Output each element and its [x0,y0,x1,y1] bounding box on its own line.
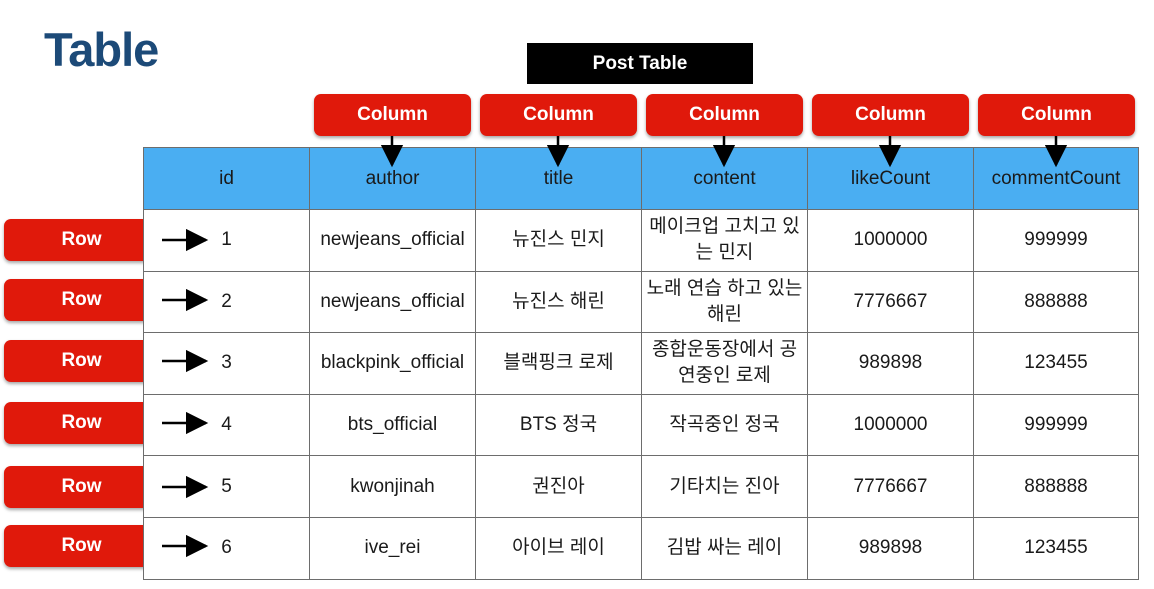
cell-title: 뉴진스 해린 [475,270,642,334]
row-tag: Row [4,525,159,567]
cell-title: BTS 정국 [475,393,642,457]
cell-author: newjeans_official [309,270,476,334]
cell-likecount: 1000000 [807,393,974,457]
header-cell-title: title [475,147,642,210]
cell-commentcount: 888888 [973,270,1139,334]
cell-author: newjeans_official [309,209,476,272]
cell-commentcount: 999999 [973,393,1139,457]
cell-commentcount: 123455 [973,332,1139,395]
cell-title: 아이브 레이 [475,516,642,580]
cell-id: 1 [143,209,310,272]
cell-likecount: 7776667 [807,455,974,518]
table-row: 2 newjeans_official 뉴진스 해린 노래 연습 하고 있는 해린 77… [143,270,1139,334]
row-tag: Row [4,466,159,508]
cell-author: ive_rei [309,516,476,580]
cell-likecount: 989898 [807,332,974,395]
cell-likecount: 7776667 [807,270,974,334]
table-row: 4 bts_official BTS 정국 작곡중인 정국 1000000 999999 [143,393,1139,457]
cell-content: 노래 연습 하고 있는 해린 [641,270,808,334]
column-tag: Column [314,94,471,136]
cell-content: 김밥 싸는 레이 [641,516,808,580]
cell-id: 6 [143,516,310,580]
cell-content: 종합운동장에서 공연중인 로제 [641,332,808,395]
post-table: id author title content likeCount commen… [143,147,1139,580]
cell-id: 3 [143,332,310,395]
row-tag: Row [4,340,159,382]
header-cell-likecount: likeCount [807,147,974,210]
column-tag: Column [978,94,1135,136]
header-cell-id: id [143,147,310,210]
cell-id: 4 [143,393,310,457]
cell-id: 2 [143,270,310,334]
table-row: 6 ive_rei 아이브 레이 김밥 싸는 레이 989898 123455 [143,516,1139,580]
cell-commentcount: 888888 [973,455,1139,518]
table-name-label: Post Table [527,43,753,84]
column-tag: Column [646,94,803,136]
cell-title: 권진아 [475,455,642,518]
cell-author: blackpink_official [309,332,476,395]
table-row: 5 kwonjinah 권진아 기타치는 진아 7776667 888888 [143,455,1139,518]
cell-id: 5 [143,455,310,518]
header-cell-commentcount: commentCount [973,147,1139,210]
cell-author: bts_official [309,393,476,457]
table-row: 1 newjeans_official 뉴진스 민지 메이크업 고치고 있는 민지 10… [143,209,1139,272]
row-tag: Row [4,219,159,261]
header-row: id author title content likeCount commen… [143,147,1139,210]
column-tag: Column [812,94,969,136]
row-tag: Row [4,402,159,444]
cell-commentcount: 123455 [973,516,1139,580]
cell-title: 블랙핑크 로제 [475,332,642,395]
cell-commentcount: 999999 [973,209,1139,272]
header-cell-author: author [309,147,476,210]
table-row: 3 blackpink_official 블랙핑크 로제 종합운동장에서 공연중인 로… [143,332,1139,395]
cell-likecount: 989898 [807,516,974,580]
cell-content: 메이크업 고치고 있는 민지 [641,209,808,272]
page-title: Table [44,23,159,76]
column-tag: Column [480,94,637,136]
cell-content: 작곡중인 정국 [641,393,808,457]
header-cell-content: content [641,147,808,210]
cell-likecount: 1000000 [807,209,974,272]
row-tag: Row [4,279,159,321]
cell-content: 기타치는 진아 [641,455,808,518]
cell-title: 뉴진스 민지 [475,209,642,272]
cell-author: kwonjinah [309,455,476,518]
